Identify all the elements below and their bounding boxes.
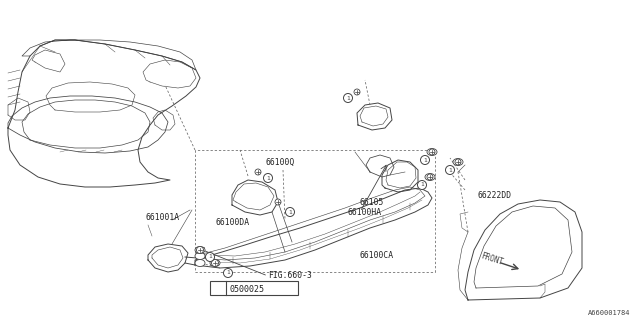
- Ellipse shape: [210, 260, 220, 267]
- Text: 1: 1: [266, 175, 270, 180]
- Text: 66100HA: 66100HA: [348, 208, 382, 217]
- Bar: [210, 281, 298, 295]
- Circle shape: [196, 246, 204, 253]
- Text: 1: 1: [420, 182, 424, 188]
- Text: 66105: 66105: [360, 198, 385, 207]
- Ellipse shape: [195, 260, 205, 267]
- Ellipse shape: [195, 246, 205, 253]
- Text: 1: 1: [346, 95, 350, 100]
- Text: 0500025: 0500025: [229, 284, 264, 293]
- Text: FIG.660-3: FIG.660-3: [268, 271, 312, 280]
- Circle shape: [255, 169, 261, 175]
- Text: 1: 1: [423, 157, 427, 163]
- Text: FRONT: FRONT: [480, 251, 505, 267]
- Text: 66100Q: 66100Q: [265, 158, 294, 167]
- Ellipse shape: [425, 173, 435, 180]
- Circle shape: [427, 174, 433, 180]
- Circle shape: [214, 284, 223, 292]
- Circle shape: [420, 156, 429, 164]
- Circle shape: [275, 199, 281, 205]
- Circle shape: [223, 268, 232, 277]
- Text: 1: 1: [216, 285, 220, 291]
- Circle shape: [354, 89, 360, 95]
- Ellipse shape: [453, 158, 463, 165]
- Text: 1: 1: [226, 270, 230, 276]
- Circle shape: [417, 180, 426, 189]
- Text: 1: 1: [448, 167, 452, 172]
- Circle shape: [455, 159, 461, 165]
- Circle shape: [211, 260, 218, 267]
- Circle shape: [429, 149, 435, 155]
- Text: 661001A: 661001A: [145, 213, 179, 222]
- Text: 1: 1: [208, 254, 212, 260]
- Circle shape: [264, 173, 273, 182]
- Text: A660001784: A660001784: [588, 310, 630, 316]
- Ellipse shape: [195, 252, 205, 260]
- Circle shape: [285, 207, 294, 217]
- Text: 66100CA: 66100CA: [360, 251, 394, 260]
- Text: 1: 1: [288, 210, 292, 214]
- Ellipse shape: [427, 148, 437, 156]
- Circle shape: [205, 252, 214, 261]
- Circle shape: [344, 93, 353, 102]
- Text: 66100DA: 66100DA: [215, 218, 249, 227]
- Circle shape: [445, 165, 454, 174]
- Text: 66222DD: 66222DD: [478, 191, 512, 200]
